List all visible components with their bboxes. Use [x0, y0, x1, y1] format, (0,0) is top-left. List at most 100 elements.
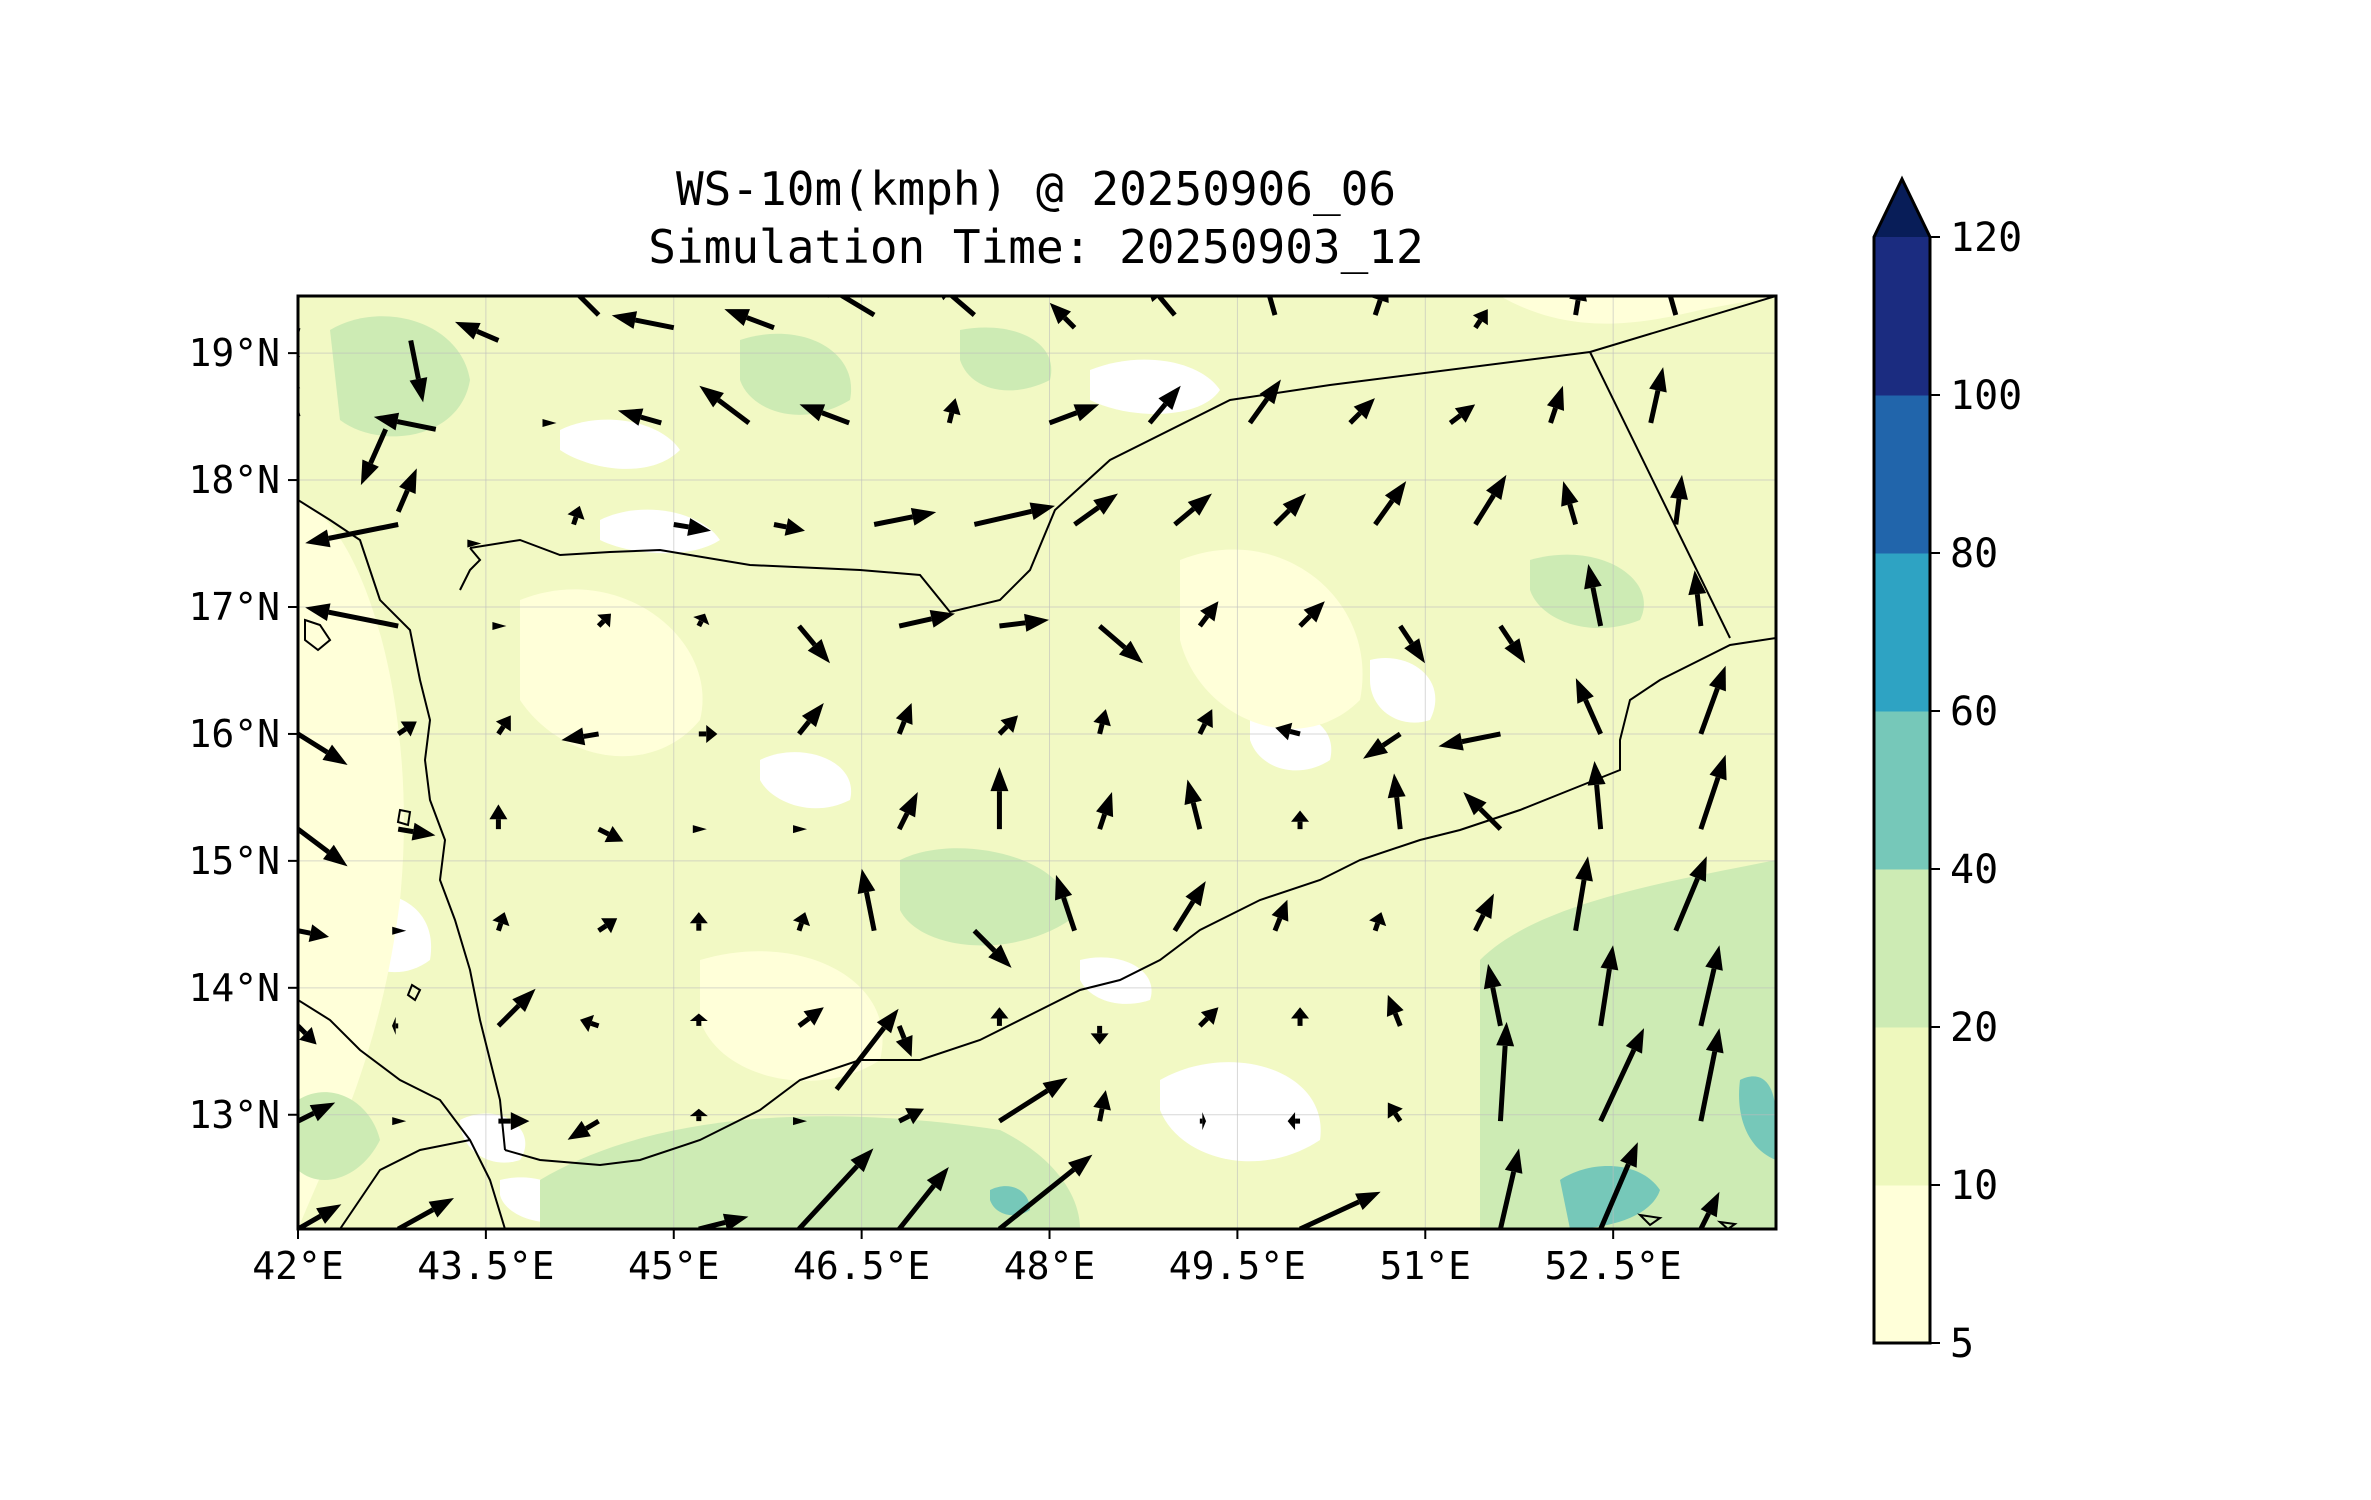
title-line-2: Simulation Time: 20250903_12: [648, 220, 1424, 274]
map-frame: [296, 294, 1778, 1231]
wind-vector: [1147, 385, 1181, 425]
wind-vector: [834, 1008, 899, 1091]
wind-vector: [298, 1204, 342, 1229]
border-line: [304, 618, 332, 652]
wind-vector: [1598, 1028, 1645, 1123]
y-tick-label: 15°N: [188, 839, 280, 883]
map-title: WS-10m(kmph) @ 20250906_06 Simulation Ti…: [296, 160, 1776, 276]
wind-speed-patch: [560, 419, 680, 469]
wind-speed-patch: [700, 951, 883, 1081]
y-tick-label: 17°N: [188, 585, 280, 629]
wind-vector: [489, 804, 508, 830]
wind-vector: [895, 702, 913, 735]
y-tick-label: 14°N: [188, 966, 280, 1010]
wind-vector: [395, 468, 417, 513]
wind-vector: [360, 428, 388, 486]
wind-vector: [1472, 309, 1488, 330]
wind-vector: [1198, 1007, 1219, 1028]
wind-speed-patch: [1180, 549, 1363, 729]
wind-vector: [1386, 994, 1404, 1027]
wind-vector: [1584, 564, 1604, 627]
wind-vector: [797, 702, 824, 736]
wind-vector: [1688, 570, 1707, 627]
colorbar-outline: [1872, 175, 1932, 1345]
border-line: [298, 499, 506, 1151]
wind-vector: [1363, 731, 1402, 759]
wind-vector: [997, 1154, 1093, 1229]
wind-speed-patch: [740, 333, 852, 415]
wind-vector: [1648, 367, 1667, 424]
x-tick-label: 46.5°E: [793, 1244, 930, 1288]
wind-speed-patch: [298, 500, 404, 1229]
wind-vector: [1273, 493, 1306, 527]
wind-speed-patch: [900, 848, 1071, 946]
wind-vector: [1199, 1112, 1207, 1131]
wind-vector: [897, 1167, 949, 1229]
wind-vector: [793, 825, 808, 834]
border-line: [1637, 1213, 1663, 1227]
wind-vector: [392, 1016, 399, 1035]
wind-vector: [1448, 404, 1476, 425]
border-line: [396, 808, 412, 827]
wind-vector: [692, 825, 707, 834]
wind-vector: [495, 715, 511, 736]
colorbar-tick-label: 100: [1950, 373, 2022, 419]
wind-vector: [1291, 810, 1310, 830]
wind-vector: [1546, 385, 1565, 424]
wind-vector: [1698, 754, 1727, 830]
wind-vector: [693, 613, 710, 628]
wind-vector: [898, 610, 956, 629]
wind-vector: [455, 321, 500, 343]
y-tick-label: 18°N: [188, 458, 280, 502]
border-line: [339, 1139, 471, 1229]
wind-vector: [396, 1198, 455, 1229]
wind-vector: [799, 404, 850, 426]
y-tick-label: 13°N: [188, 1093, 280, 1137]
x-tick-label: 51°E: [1380, 1244, 1472, 1288]
border-line: [469, 351, 1591, 614]
colorbar-segment: [1874, 711, 1930, 870]
wind-vector: [698, 724, 718, 743]
wind-vector: [1673, 856, 1707, 932]
wind-vector: [973, 502, 1055, 527]
wind-vector: [1197, 601, 1219, 628]
wind-vector: [873, 507, 937, 527]
x-tick-label: 42°E: [252, 1244, 344, 1288]
wind-vector: [1398, 624, 1426, 664]
wind-vector: [1371, 296, 1389, 316]
wind-vector: [498, 1112, 530, 1131]
wind-vector: [773, 518, 805, 536]
colorbar-tick-label: 10: [1950, 1163, 1998, 1209]
wind-vector: [567, 505, 585, 526]
x-tick-label: 49.5°E: [1169, 1244, 1306, 1288]
wind-vector: [1098, 624, 1144, 664]
wind-vector: [990, 767, 1009, 830]
wind-vector: [1348, 398, 1375, 425]
wind-vector: [397, 822, 436, 841]
wind-vector: [1291, 1007, 1310, 1026]
wind-vector: [298, 924, 329, 942]
wind-vector: [1387, 773, 1406, 830]
colorbar: 5 10 20 40 60 80 100 120: [1872, 175, 2022, 1367]
wind-vector: [496, 988, 536, 1028]
wind-vector: [1498, 1148, 1523, 1229]
colorbar-segment: [1874, 1185, 1930, 1344]
colorbar-extend-arrow: [1874, 179, 1930, 237]
wind-vector: [298, 731, 348, 765]
wind-vector: [1573, 856, 1593, 932]
wind-vector: [561, 727, 600, 746]
wind-vector: [1247, 379, 1281, 425]
wind-vector: [1287, 1112, 1301, 1131]
wind-speed-field: [298, 296, 1776, 1229]
wind-vector: [1587, 760, 1606, 830]
country-borders: [298, 296, 1776, 1229]
wind-vector: [1498, 624, 1526, 664]
wind-vector: [1055, 874, 1077, 932]
colorbar-tick-label: 40: [1950, 847, 1998, 893]
border-line: [1716, 1220, 1738, 1229]
wind-vector: [1698, 945, 1723, 1027]
y-axis-ticks: 19°N 18°N 17°N 16°N 15°N 14°N 13°N: [188, 331, 298, 1137]
wind-vector: [1473, 474, 1507, 526]
wind-vector: [1271, 899, 1289, 932]
wind-vector: [576, 296, 601, 317]
